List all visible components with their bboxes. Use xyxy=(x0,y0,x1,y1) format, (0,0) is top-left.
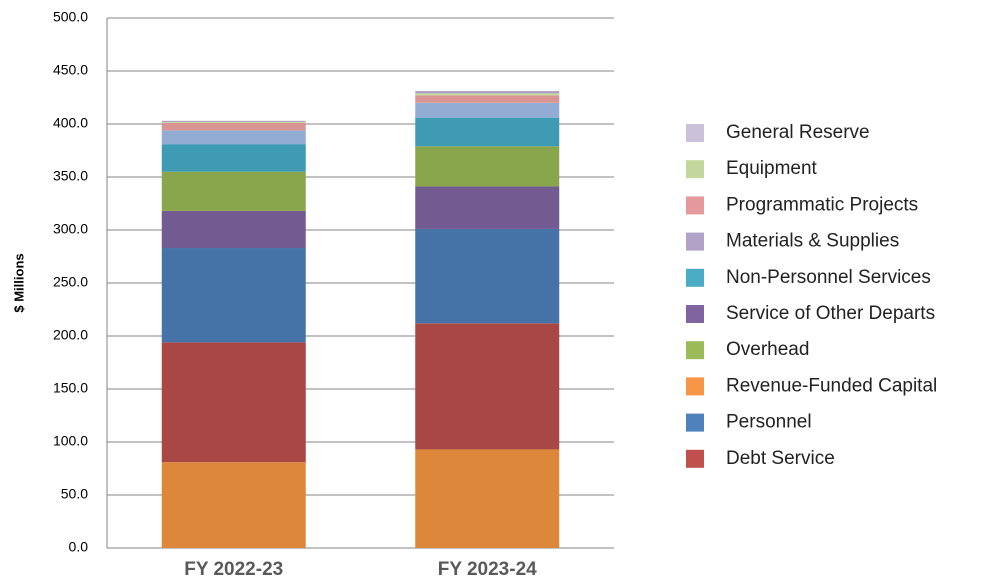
legend-label: Revenue-Funded Capital xyxy=(726,375,937,396)
bar-segment: Revenue-Funded Capital xyxy=(415,449,560,548)
legend-swatch xyxy=(686,341,704,360)
y-tick-label: 250.0 xyxy=(53,274,88,290)
legend-label: Materials & Supplies xyxy=(726,231,899,252)
legend-swatch xyxy=(686,413,704,432)
bar-segment: Equipment xyxy=(161,121,306,123)
y-tick-label: 100.0 xyxy=(53,433,88,449)
bar-segment: Debt Service xyxy=(161,342,306,463)
bar-segment: Service of Other Departs xyxy=(415,186,560,229)
y-tick-label: 0.0 xyxy=(69,539,89,555)
bar-segment: Materials & Supplies xyxy=(161,130,306,145)
x-tick-label: FY 2023-24 xyxy=(438,559,537,580)
legend-swatch xyxy=(686,232,704,251)
y-tick-label: 450.0 xyxy=(53,62,88,78)
legend-label: Non-Personnel Services xyxy=(726,267,931,288)
bar-segment: Equipment xyxy=(415,93,560,96)
legend-swatch xyxy=(686,160,704,179)
bar-segment: Materials & Supplies xyxy=(415,102,560,118)
legend-label: Equipment xyxy=(726,158,818,179)
y-tick-label: 200.0 xyxy=(53,327,88,343)
y-axis-label: $ Millions xyxy=(11,253,26,312)
bar-segment: Programmatic Projects xyxy=(415,95,560,103)
bar-segment: Non-Personnel Services xyxy=(161,144,306,172)
bar-segment: Overhead xyxy=(415,146,560,187)
bar-segment: Debt Service xyxy=(415,323,560,450)
legend-label: Service of Other Departs xyxy=(726,303,935,324)
legend-label: General Reserve xyxy=(726,122,870,143)
y-tick-label: 350.0 xyxy=(53,168,88,184)
bar-segment: Personnel xyxy=(161,248,306,343)
legend-label: Personnel xyxy=(726,412,812,433)
legend-label: Programmatic Projects xyxy=(726,194,918,215)
y-tick-label: 150.0 xyxy=(53,380,88,396)
bar-segment: Programmatic Projects xyxy=(161,122,306,131)
legend-swatch xyxy=(686,124,704,142)
bar-segment: Revenue-Funded Capital xyxy=(161,462,306,548)
y-tick-label: 50.0 xyxy=(61,486,88,502)
y-tick-label: 400.0 xyxy=(53,115,88,131)
legend-label: Debt Service xyxy=(726,448,835,469)
legend-swatch xyxy=(686,305,704,323)
bar-segment: General Reserve xyxy=(161,120,306,122)
bar-segment: General Reserve xyxy=(415,91,560,94)
legend-swatch xyxy=(686,377,704,396)
x-tick-label: FY 2022-23 xyxy=(184,559,283,580)
bar-segment: Overhead xyxy=(161,171,306,211)
legend-swatch xyxy=(686,196,704,215)
bar-segment: Service of Other Departs xyxy=(161,210,306,249)
y-tick-label: 300.0 xyxy=(53,221,88,237)
legend-swatch xyxy=(686,449,704,468)
bar-segment: Personnel xyxy=(415,228,560,324)
y-tick-label: 500.0 xyxy=(53,9,88,25)
legend-swatch xyxy=(686,268,704,287)
bar-segment: Non-Personnel Services xyxy=(415,117,560,147)
legend-label: Overhead xyxy=(726,339,809,360)
